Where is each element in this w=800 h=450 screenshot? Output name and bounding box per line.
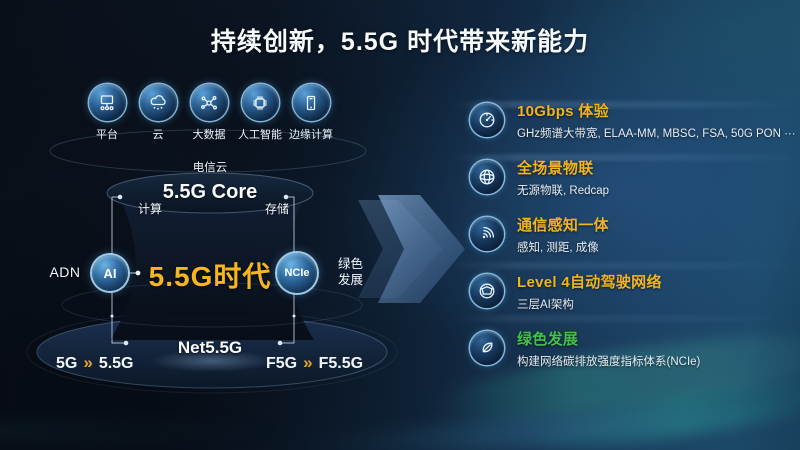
capability-text: 绿色发展 构建网络碳排放强度指标体系(NCIe) <box>517 328 700 369</box>
platform-item: 云 <box>133 84 183 142</box>
iot-icon <box>470 160 504 194</box>
capability-subtitle: 无源物联, Redcap <box>517 185 610 197</box>
mobile-evolution-from: 5G <box>56 355 78 372</box>
platform-item: 平台 <box>82 84 132 142</box>
capability-text: 通信感知一体 感知, 测距, 成像 <box>517 214 609 255</box>
ai-network-icon <box>470 274 504 308</box>
sensing-icon <box>470 217 504 251</box>
capability-text: 全场景物联 无源物联, Redcap <box>517 157 609 198</box>
funnel-diagram-shapes <box>26 129 465 394</box>
platform-item: 边缘计算 <box>286 84 336 142</box>
platform-item: 大数据 <box>184 84 234 142</box>
capability-subtitle: GHz频谱大带宽, ELAA-MM, MBSC, FSA, 50G PON ··… <box>517 128 796 140</box>
capability-subtitle: 感知, 测距, 成像 <box>517 242 599 254</box>
double-chevron-icon: » <box>303 353 313 372</box>
ai-chip-icon <box>241 84 279 121</box>
transform-arrow-icon <box>358 200 443 298</box>
gauge-icon <box>470 103 504 137</box>
cloud-icon <box>139 84 177 121</box>
fixed-evolution-to: F5.5G <box>318 355 364 372</box>
compute-label: 计算 <box>137 202 162 216</box>
ncie-badge: NCIe <box>277 253 317 293</box>
capability-subtitle: 三层AI架构 <box>517 299 574 311</box>
capability-item: 绿色发展 构建网络碳排放强度指标体系(NCIe) <box>470 328 796 371</box>
adn-label: ADN <box>49 264 81 280</box>
bigdata-icon-label: 大数据 <box>192 129 226 141</box>
net-label: Net5.5G <box>177 338 243 357</box>
capability-item: 10Gbps 体验 GHz频谱大带宽, ELAA-MM, MBSC, FSA, … <box>470 100 796 143</box>
capability-subtitle: 构建网络碳排放强度指标体系(NCIe) <box>517 356 701 368</box>
mobile-evolution-to: 5.5G <box>98 355 134 372</box>
platform-icon-row: 平台 云 大数据 人工智能 边缘计算 <box>82 84 336 142</box>
green-development-line1: 绿色 <box>338 257 364 271</box>
capability-title: 10Gbps 体验 <box>517 103 609 120</box>
capability-item: 全场景物联 无源物联, Redcap <box>470 157 796 200</box>
mobile-evolution: 5G » 5.5G <box>56 353 134 373</box>
capability-item: Level 4自动驾驶网络 三层AI架构 <box>470 271 796 314</box>
edge-computing-icon-label: 边缘计算 <box>289 129 333 141</box>
platform-item: 人工智能 <box>235 84 285 142</box>
platform-icon-label: 平台 <box>96 129 118 141</box>
capability-title: 绿色发展 <box>517 331 579 348</box>
double-chevron-icon: » <box>83 353 93 372</box>
capability-item: 通信感知一体 感知, 测距, 成像 <box>470 214 796 257</box>
ai-badge: AI <box>92 255 128 291</box>
cloud-icon-label: 云 <box>152 129 164 141</box>
page-title: 持续创新，5.5G 时代带来新能力 <box>210 28 590 56</box>
leaf-icon <box>470 331 504 365</box>
icon-platform-ring <box>49 129 367 173</box>
edge-computing-icon <box>292 84 330 121</box>
fixed-evolution: F5G » F5.5G <box>266 353 363 373</box>
core-label: 5.5G Core <box>162 181 258 203</box>
funnel-body <box>110 198 314 340</box>
capability-text: Level 4自动驾驶网络 三层AI架构 <box>517 271 662 312</box>
net-glow <box>150 350 274 372</box>
capability-title: 通信感知一体 <box>517 217 609 234</box>
bigdata-icon <box>190 84 228 121</box>
capability-title: Level 4自动驾驶网络 <box>517 274 662 291</box>
storage-label: 存储 <box>264 202 289 216</box>
transform-arrow-icon <box>378 195 465 303</box>
fixed-evolution-from: F5G <box>266 355 298 372</box>
capability-title: 全场景物联 <box>517 160 594 177</box>
green-development-label: 绿色 发展 <box>338 256 378 288</box>
telecom-cloud-label: 电信云 <box>192 162 228 174</box>
era-label: 5.5G时代 <box>148 261 272 292</box>
core-disc <box>106 172 314 214</box>
ai-chip-icon-label: 人工智能 <box>238 129 282 141</box>
capability-text: 10Gbps 体验 GHz频谱大带宽, ELAA-MM, MBSC, FSA, … <box>517 100 796 141</box>
green-development-line2: 发展 <box>338 273 364 287</box>
capability-list: 10Gbps 体验 GHz频谱大带宽, ELAA-MM, MBSC, FSA, … <box>470 100 796 385</box>
platform-icon <box>88 84 126 121</box>
